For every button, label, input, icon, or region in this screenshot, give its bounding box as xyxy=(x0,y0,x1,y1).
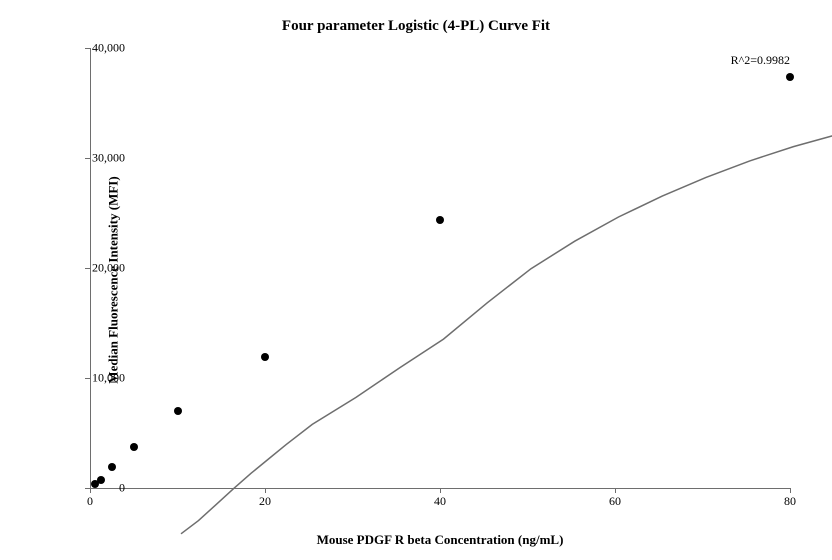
x-tick-label: 0 xyxy=(87,494,93,509)
x-tick xyxy=(440,488,441,493)
x-tick xyxy=(90,488,91,493)
r-squared-annotation: R^2=0.9982 xyxy=(731,53,790,68)
y-tick-label: 10,000 xyxy=(65,371,125,386)
y-tick-label: 40,000 xyxy=(65,41,125,56)
data-point xyxy=(130,443,138,451)
data-point xyxy=(436,216,444,224)
x-tick xyxy=(790,488,791,493)
data-point xyxy=(108,463,116,471)
data-point xyxy=(786,73,794,81)
x-tick-label: 40 xyxy=(434,494,446,509)
x-tick xyxy=(615,488,616,493)
chart-title: Four parameter Logistic (4-PL) Curve Fit xyxy=(0,18,832,35)
y-tick-label: 30,000 xyxy=(65,151,125,166)
x-tick-label: 60 xyxy=(609,494,621,509)
fit-curve xyxy=(181,96,832,536)
data-point xyxy=(97,476,105,484)
data-point xyxy=(261,353,269,361)
x-tick-label: 20 xyxy=(259,494,271,509)
chart-container: Four parameter Logistic (4-PL) Curve Fit… xyxy=(0,0,832,560)
x-tick xyxy=(265,488,266,493)
x-tick-label: 80 xyxy=(784,494,796,509)
y-tick-label: 20,000 xyxy=(65,261,125,276)
plot-area xyxy=(90,48,791,489)
data-point xyxy=(174,407,182,415)
